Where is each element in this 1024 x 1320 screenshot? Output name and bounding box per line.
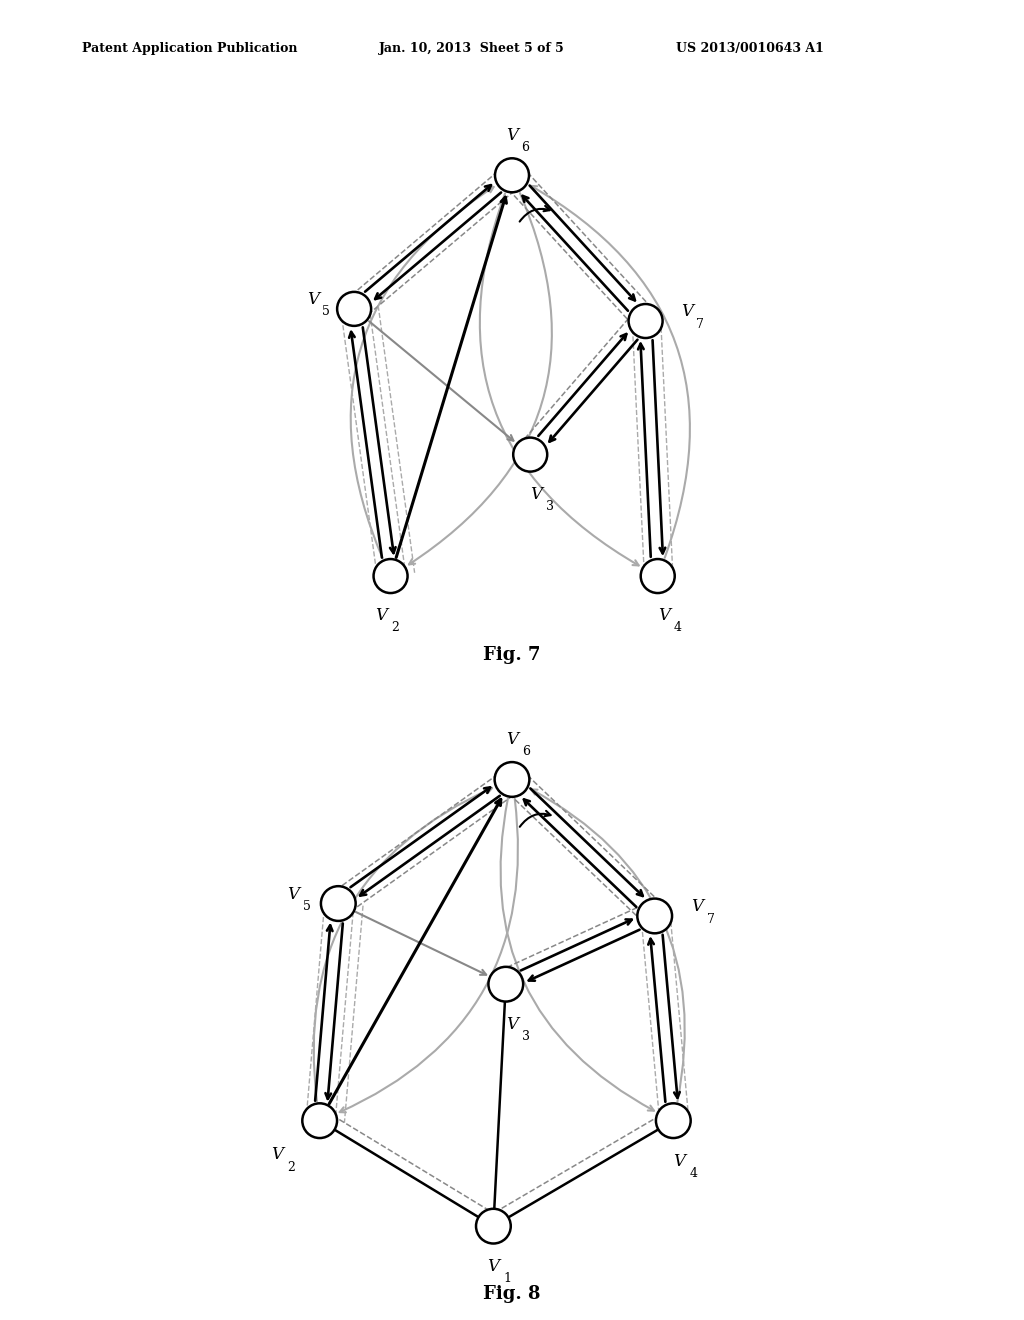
Text: Jan. 10, 2013  Sheet 5 of 5: Jan. 10, 2013 Sheet 5 of 5 xyxy=(379,42,564,55)
Text: V: V xyxy=(271,1146,284,1163)
Text: 5: 5 xyxy=(323,305,330,318)
Text: V: V xyxy=(506,127,518,144)
Circle shape xyxy=(513,438,547,471)
Circle shape xyxy=(495,762,529,797)
Text: 7: 7 xyxy=(696,318,705,330)
Circle shape xyxy=(321,886,355,921)
Text: V: V xyxy=(506,1016,518,1034)
Text: V: V xyxy=(657,607,670,624)
Text: V: V xyxy=(530,486,543,503)
Circle shape xyxy=(495,158,529,193)
Text: V: V xyxy=(288,886,300,903)
Text: V: V xyxy=(681,304,693,321)
Text: 1: 1 xyxy=(503,1272,511,1286)
Circle shape xyxy=(656,1104,690,1138)
Text: Fig. 7: Fig. 7 xyxy=(483,645,541,664)
Text: V: V xyxy=(376,607,387,624)
Text: V: V xyxy=(506,731,518,747)
Circle shape xyxy=(374,560,408,593)
Circle shape xyxy=(302,1104,337,1138)
Text: 6: 6 xyxy=(521,744,529,758)
Circle shape xyxy=(476,1209,511,1243)
Text: Fig. 8: Fig. 8 xyxy=(483,1286,541,1303)
Text: 4: 4 xyxy=(689,1167,697,1180)
Text: 3: 3 xyxy=(521,1031,529,1043)
Circle shape xyxy=(488,966,523,1002)
Text: V: V xyxy=(307,292,318,309)
Text: 4: 4 xyxy=(673,622,681,634)
Text: US 2013/0010643 A1: US 2013/0010643 A1 xyxy=(676,42,823,55)
Text: 2: 2 xyxy=(391,622,398,634)
Text: V: V xyxy=(674,1152,685,1170)
Text: 5: 5 xyxy=(303,900,311,913)
Circle shape xyxy=(337,292,371,326)
Text: 6: 6 xyxy=(521,141,529,154)
Text: V: V xyxy=(691,898,702,915)
Text: 3: 3 xyxy=(546,500,554,512)
Text: 7: 7 xyxy=(707,912,715,925)
Circle shape xyxy=(629,304,663,338)
Circle shape xyxy=(637,899,672,933)
Circle shape xyxy=(641,560,675,593)
Text: 2: 2 xyxy=(287,1160,295,1173)
Text: V: V xyxy=(487,1258,500,1275)
Text: Patent Application Publication: Patent Application Publication xyxy=(82,42,297,55)
